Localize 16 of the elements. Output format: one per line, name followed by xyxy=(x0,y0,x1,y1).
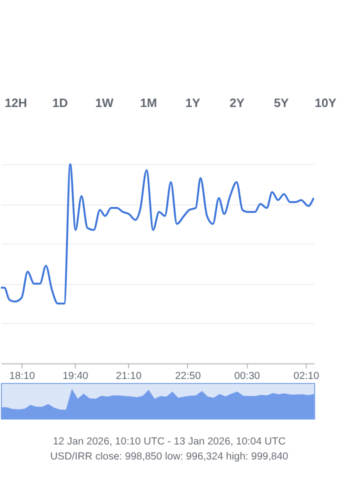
text: 5Y xyxy=(274,96,289,110)
text: 12 Jan 2026, 10:10 UTC - 13 Jan 2026, 10:04 UTC xyxy=(52,436,286,448)
x-tick-label: 02:10 xyxy=(294,370,320,382)
text: 1M xyxy=(140,96,158,110)
x-tick-label: 18:10 xyxy=(9,370,36,382)
x-tick-label: 21:10 xyxy=(116,370,142,382)
text: 2Y xyxy=(230,96,244,110)
text: 10Y xyxy=(314,96,336,110)
text: 1W xyxy=(95,96,114,110)
x-tick-label: 00:30 xyxy=(234,370,260,382)
text: 12H xyxy=(4,96,28,110)
text: USD/IRR close: 998,850 low: 996,324 high: 999,840 xyxy=(50,452,289,463)
text: 1D xyxy=(52,96,68,110)
x-tick-label: 22:50 xyxy=(175,370,202,382)
x-tick-label: 19:40 xyxy=(62,370,89,382)
text: 1Y xyxy=(185,96,200,110)
